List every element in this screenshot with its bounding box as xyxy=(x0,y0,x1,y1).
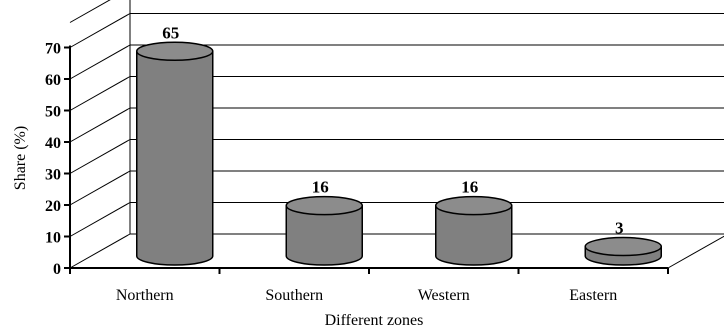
gridline-diagonal xyxy=(69,139,131,174)
bar xyxy=(136,41,214,266)
bar-body xyxy=(136,50,214,266)
bar xyxy=(435,195,513,266)
bars xyxy=(136,41,662,266)
bar-body xyxy=(435,204,513,266)
gridline-diagonal xyxy=(69,170,131,206)
x-axis-title: Different zones xyxy=(325,312,424,329)
data-label: 3 xyxy=(615,219,624,238)
x-tick-label: Eastern xyxy=(569,287,617,304)
data-label: 16 xyxy=(461,178,478,197)
gridline-diagonal xyxy=(69,44,131,80)
x-tick-label: Northern xyxy=(116,287,174,304)
x-tick-label: Southern xyxy=(265,287,323,304)
gridline-diagonal xyxy=(69,202,131,237)
y-tick-label: 70 xyxy=(45,41,61,58)
bar-body xyxy=(285,204,363,266)
bar xyxy=(285,195,363,266)
labels: 0 10 20 30 40 50 60 70 65 Northern 16 Southern 16 Wes… xyxy=(45,23,624,304)
y-tick-label: 60 xyxy=(45,72,61,89)
y-tick-label: 20 xyxy=(45,198,61,215)
gridline-diagonal xyxy=(69,107,131,143)
x-tick-label: Western xyxy=(418,287,470,304)
gridline-diagonal xyxy=(69,13,131,48)
y-tick-label: 0 xyxy=(53,261,61,278)
y-tick-label: 10 xyxy=(45,230,61,247)
bar-top xyxy=(584,236,662,257)
y-tick-label: 30 xyxy=(45,167,61,184)
gridlines xyxy=(69,0,724,269)
bar-top xyxy=(136,41,214,61)
gridline-diagonal xyxy=(69,76,131,111)
y-tick-label: 40 xyxy=(45,135,61,152)
bar xyxy=(584,236,662,266)
floor-right-edge xyxy=(667,235,724,269)
gridline-diagonal xyxy=(69,233,131,269)
y-axis-title: Share (%) xyxy=(12,126,29,190)
gridline-diagonal xyxy=(69,0,111,23)
data-label: 16 xyxy=(312,178,329,197)
y-tick-label: 50 xyxy=(45,104,61,121)
data-label: 65 xyxy=(162,23,179,42)
bar-top xyxy=(285,195,363,216)
axes xyxy=(64,45,669,274)
bar-top xyxy=(435,195,513,216)
